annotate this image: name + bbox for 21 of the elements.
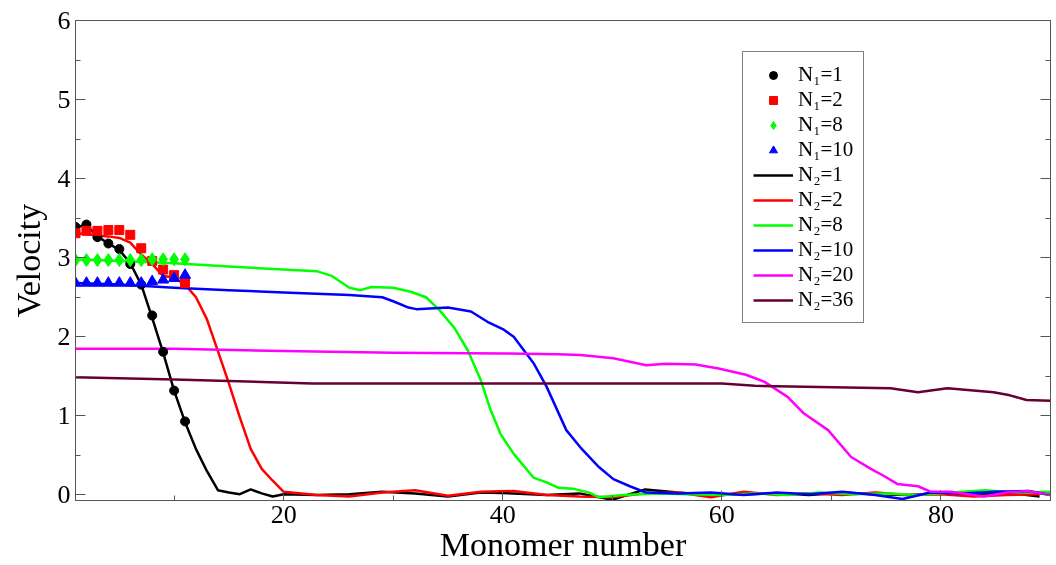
legend-label: N₁=8 bbox=[798, 112, 843, 137]
legend-label: N₁=2 bbox=[798, 87, 843, 112]
y-tick-label: 3 bbox=[57, 243, 71, 273]
y-tick-label: 6 bbox=[57, 6, 71, 35]
y-tick-label: 4 bbox=[57, 164, 71, 194]
legend-label: N₂=8 bbox=[798, 212, 843, 237]
x-tick-label: 60 bbox=[708, 499, 735, 529]
legend-label: N₂=20 bbox=[798, 262, 854, 287]
y-tick-label: 1 bbox=[57, 401, 71, 431]
legend-label: N₂=1 bbox=[798, 162, 843, 187]
legend-label: N₂=10 bbox=[798, 237, 854, 262]
legend-label: N₁=10 bbox=[798, 137, 854, 162]
x-tick-label: 20 bbox=[270, 499, 297, 529]
y-tick-label: 5 bbox=[57, 85, 71, 115]
y-tick-label: 0 bbox=[57, 480, 71, 510]
y-axis-title: Velocity bbox=[9, 203, 47, 318]
x-tick-label: 80 bbox=[927, 499, 954, 529]
legend-label: N₂=36 bbox=[798, 287, 854, 312]
legend-label: N₁=1 bbox=[798, 62, 843, 87]
y-tick-label: 2 bbox=[57, 322, 71, 352]
legend-label: N₂=2 bbox=[798, 187, 843, 212]
